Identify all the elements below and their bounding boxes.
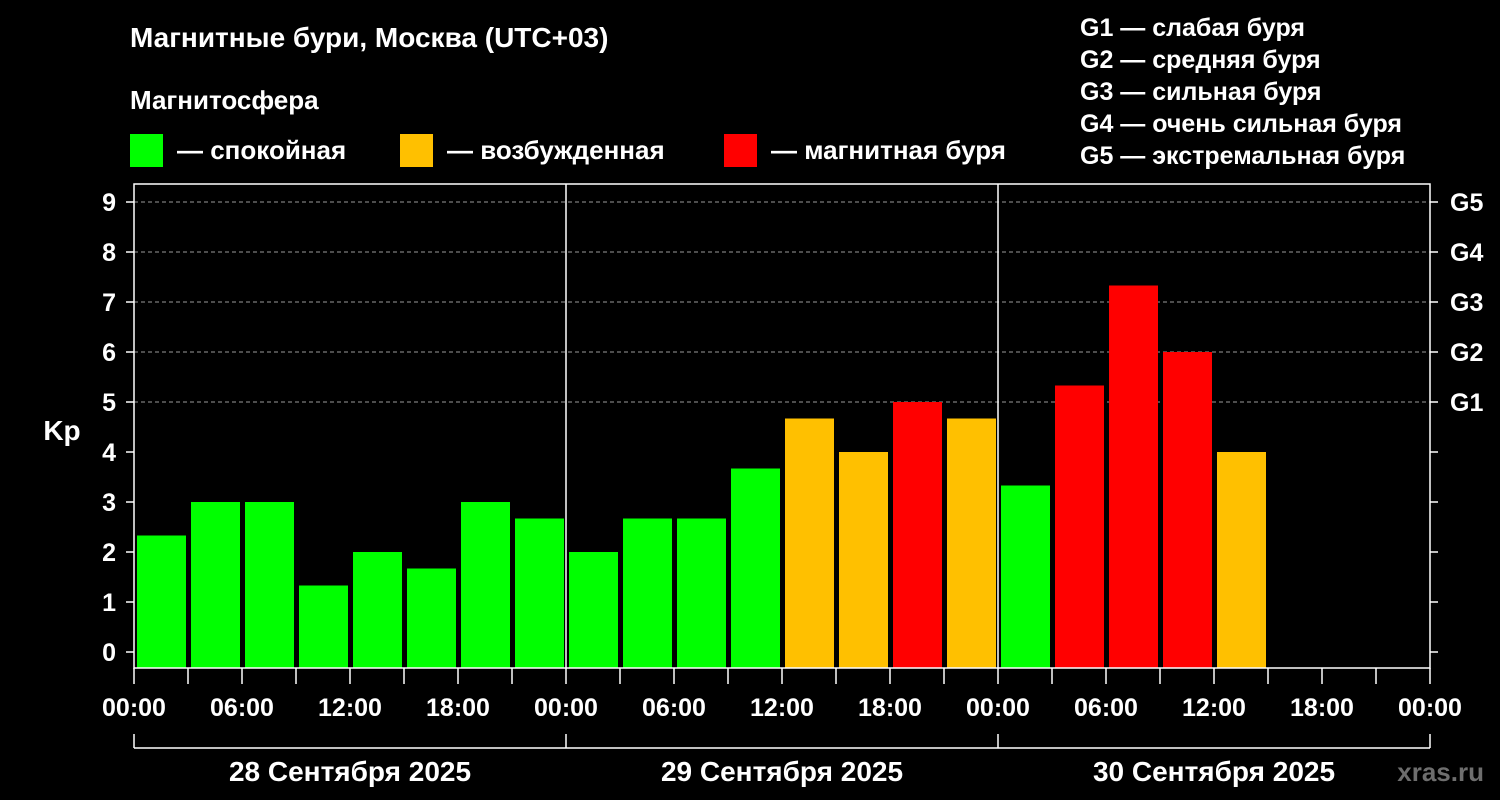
- y-tick-label: 5: [102, 389, 116, 417]
- chart-title: Магнитные бури, Москва (UTC+03): [130, 22, 609, 53]
- kp-bar: [731, 468, 780, 668]
- kp-bar: [353, 552, 402, 668]
- y-tick-label: 2: [102, 539, 116, 567]
- kp-bar: [947, 418, 996, 668]
- legend-label-storm: — магнитная буря: [771, 135, 1006, 165]
- x-tick-label: 00:00: [534, 694, 598, 722]
- kp-bar: [1001, 485, 1050, 668]
- kp-bar: [893, 402, 942, 668]
- storm-scale-g5: G5 — экстремальная буря: [1080, 142, 1406, 170]
- right-axis-label-G2: G2: [1450, 339, 1483, 367]
- kp-bar: [191, 502, 240, 668]
- y-tick-label: 4: [102, 439, 116, 467]
- y-tick-label: 8: [102, 239, 116, 267]
- x-tick-label: 06:00: [642, 694, 706, 722]
- storm-scale-g1: G1 — слабая буря: [1080, 14, 1306, 42]
- kp-bar: [1217, 452, 1266, 668]
- kp-bar: [677, 518, 726, 668]
- y-tick-label: 9: [102, 189, 116, 217]
- kp-bar: [1109, 285, 1158, 668]
- kp-bar: [299, 585, 348, 668]
- x-tick-label: 18:00: [1290, 694, 1354, 722]
- right-axis-label-G5: G5: [1450, 189, 1483, 217]
- right-axis-label-G3: G3: [1450, 289, 1483, 317]
- x-tick-label: 12:00: [1182, 694, 1246, 722]
- storm-scale-legend: G1 — слабая буря G2 — средняя буря G3 — …: [1080, 12, 1405, 172]
- kp-bar: [515, 518, 564, 668]
- y-tick-label: 1: [102, 589, 116, 617]
- x-tick-label: 00:00: [102, 694, 166, 722]
- watermark: xras.ru: [1397, 757, 1484, 787]
- x-tick-label: 00:00: [966, 694, 1030, 722]
- kp-bar: [569, 552, 618, 668]
- x-tick-label: 06:00: [210, 694, 274, 722]
- magnetosphere-subtitle: Магнитосфера: [130, 85, 319, 115]
- y-tick-label: 3: [102, 489, 116, 517]
- legend-item-active: — возбужденная: [400, 132, 665, 168]
- kp-bar: [1163, 352, 1212, 668]
- legend-item-storm: — магнитная буря: [724, 132, 1006, 168]
- x-tick-label: 06:00: [1074, 694, 1138, 722]
- legend-swatch-storm: [724, 133, 757, 167]
- right-axis-label-G4: G4: [1450, 239, 1483, 267]
- legend-swatch-active: [400, 133, 433, 167]
- y-tick-label: 7: [102, 289, 116, 317]
- x-tick-label: 00:00: [1398, 694, 1462, 722]
- y-axis-label: Kp: [43, 415, 80, 446]
- day-label: 28 Сентября 2025: [229, 756, 471, 787]
- kp-bar: [407, 568, 456, 668]
- x-tick-label: 12:00: [318, 694, 382, 722]
- y-tick-label: 0: [102, 639, 116, 667]
- day-label: 29 Сентября 2025: [661, 756, 903, 787]
- x-tick-label: 18:00: [426, 694, 490, 722]
- kp-bar: [839, 452, 888, 668]
- storm-scale-g3: G3 — сильная буря: [1080, 78, 1322, 106]
- x-tick-label: 12:00: [750, 694, 814, 722]
- legend-swatch-quiet: [130, 133, 163, 167]
- y-tick-label: 6: [102, 339, 116, 367]
- kp-bar: [785, 418, 834, 668]
- kp-bar: [1055, 385, 1104, 668]
- legend-item-quiet: — спокойная: [130, 132, 346, 168]
- day-label: 30 Сентября 2025: [1093, 756, 1335, 787]
- kp-bar: [137, 535, 186, 668]
- storm-scale-g2: G2 — средняя буря: [1080, 46, 1321, 74]
- right-axis-label-G1: G1: [1450, 389, 1483, 417]
- legend-label-quiet: — спокойная: [177, 135, 347, 165]
- legend-label-active: — возбужденная: [447, 135, 665, 165]
- storm-scale-g4: G4 — очень сильная буря: [1080, 110, 1402, 138]
- kp-bar: [623, 518, 672, 668]
- kp-bar: [245, 502, 294, 668]
- x-tick-label: 18:00: [858, 694, 922, 722]
- kp-bar: [461, 502, 510, 668]
